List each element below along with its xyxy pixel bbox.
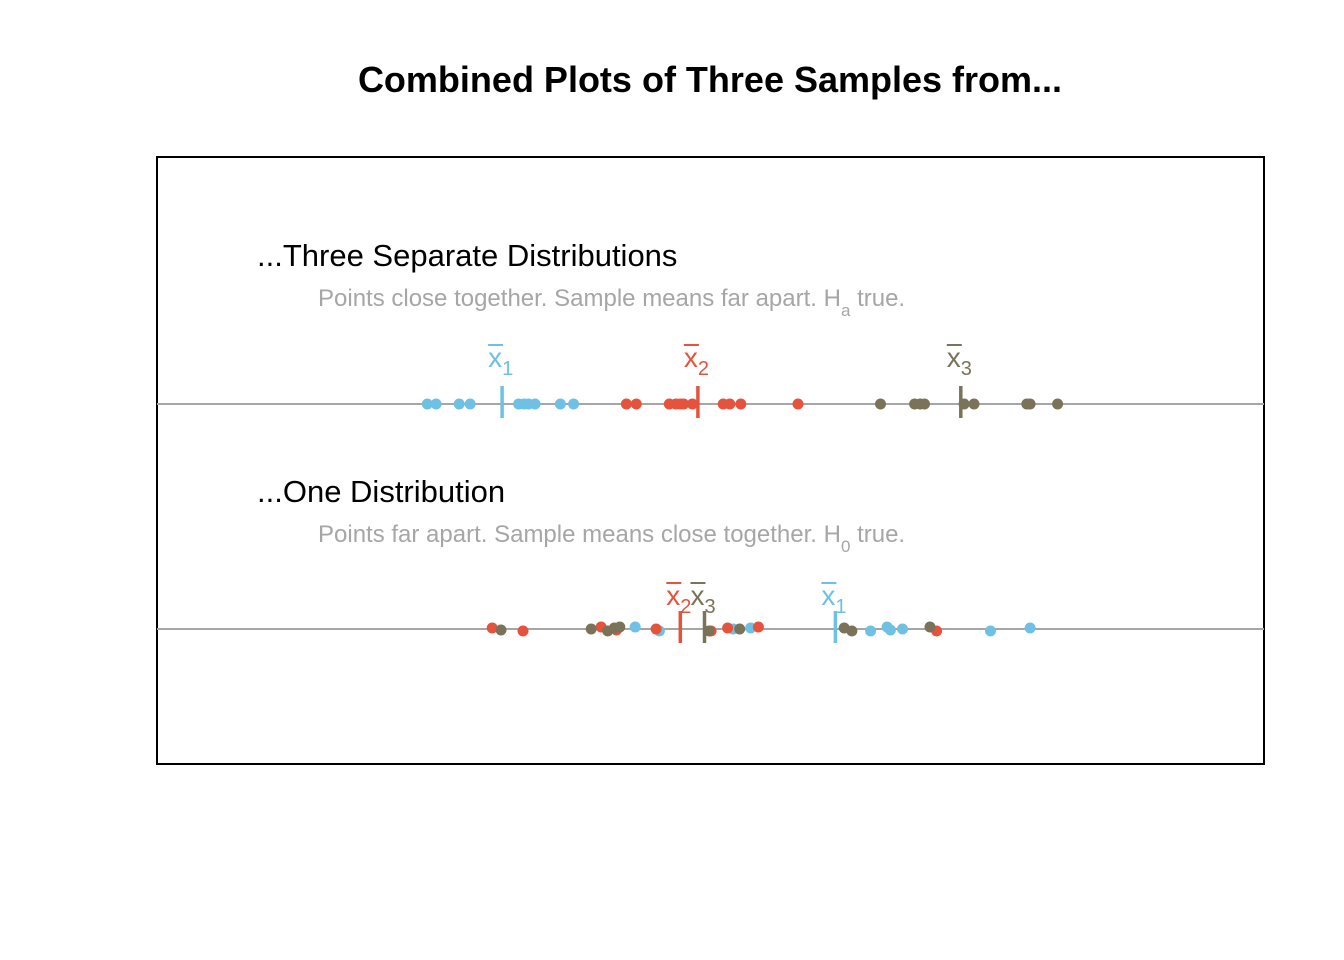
mean-label: x2 bbox=[666, 580, 691, 618]
mean-label: x2 bbox=[684, 342, 709, 380]
data-point bbox=[722, 622, 734, 634]
data-point bbox=[734, 623, 746, 635]
data-point bbox=[792, 398, 804, 410]
data-point bbox=[875, 398, 886, 410]
mean-label: x1 bbox=[488, 342, 513, 380]
panel-subtitle: Points close together. Sample means far … bbox=[318, 285, 905, 320]
data-point bbox=[495, 624, 507, 636]
data-point bbox=[430, 398, 442, 410]
data-point bbox=[620, 398, 632, 410]
panel-2: ...One Distribution Points far apart. Sam… bbox=[157, 474, 1264, 643]
data-point bbox=[897, 623, 908, 635]
data-point bbox=[464, 398, 476, 410]
plot-frame bbox=[156, 156, 1265, 765]
data-point bbox=[629, 621, 641, 633]
data-point bbox=[678, 398, 690, 410]
data-point bbox=[585, 623, 597, 635]
data-point bbox=[486, 622, 498, 634]
data-point bbox=[614, 621, 626, 633]
data-point bbox=[884, 624, 896, 636]
data-point bbox=[735, 398, 747, 410]
data-point bbox=[919, 398, 930, 410]
mean-label: x1 bbox=[821, 580, 846, 618]
data-point bbox=[650, 623, 662, 635]
data-point bbox=[630, 398, 642, 410]
data-point bbox=[1024, 622, 1036, 634]
data-point bbox=[752, 621, 764, 633]
mean-label: x3 bbox=[691, 580, 716, 618]
panels-group: ...Three Separate Distributions Points cl… bbox=[157, 238, 1264, 643]
data-point bbox=[924, 621, 936, 633]
mean-label: x3 bbox=[947, 342, 972, 380]
data-point bbox=[1052, 398, 1064, 410]
data-point bbox=[421, 398, 433, 410]
data-point bbox=[985, 625, 996, 637]
data-point bbox=[865, 625, 877, 637]
data-point bbox=[1024, 398, 1036, 410]
panel-title: ...Three Separate Distributions bbox=[257, 238, 677, 273]
data-point bbox=[517, 625, 529, 637]
data-point bbox=[453, 398, 465, 410]
data-point bbox=[968, 398, 980, 410]
data-point bbox=[846, 625, 858, 637]
chart-title: Combined Plots of Three Samples from... bbox=[358, 59, 1062, 100]
data-point bbox=[724, 398, 736, 410]
panel-1: ...Three Separate Distributions Points cl… bbox=[157, 238, 1264, 418]
data-point bbox=[686, 398, 698, 410]
data-point bbox=[568, 398, 580, 410]
data-point bbox=[529, 398, 541, 410]
panel-subtitle: Points far apart. Sample means close tog… bbox=[318, 521, 905, 556]
panel-title: ...One Distribution bbox=[257, 474, 505, 509]
data-point bbox=[554, 398, 566, 410]
